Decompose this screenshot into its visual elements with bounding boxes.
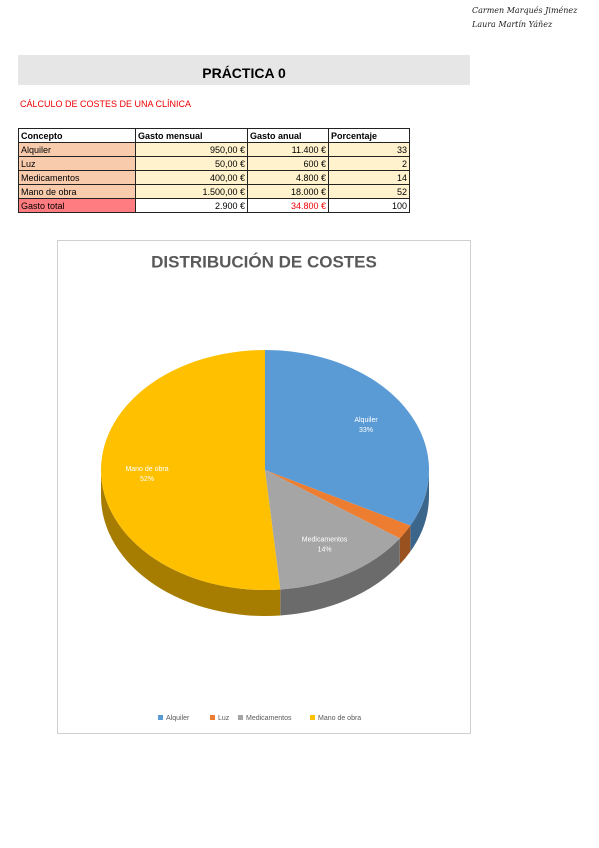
- author: Laura Martín Yáñez: [472, 20, 553, 29]
- table-row: Luz 50,00 €600 €2: [18, 156, 410, 171]
- table-cell: Gasto mensual: [135, 128, 248, 143]
- table-row: Medicamentos 400,00 €4.800 €14: [18, 170, 410, 185]
- pie-slice: [101, 350, 281, 590]
- legend-label: Mano de obra: [318, 715, 361, 722]
- table-cell: 52: [328, 184, 410, 199]
- table-cell: Mano de obra: [18, 184, 136, 199]
- subtitle: CÁLCULO DE COSTES DE UNA CLÍNICA: [20, 99, 192, 109]
- table-cell: 950,00 €: [135, 142, 248, 157]
- table-cell: 14: [328, 170, 410, 185]
- table-cell: Gasto anual: [247, 128, 329, 143]
- legend-label: Medicamentos: [246, 715, 292, 722]
- table-cell: Luz: [18, 156, 136, 171]
- cost-table: Concepto Gasto mensual Gasto anual Porcenta…: [18, 128, 410, 213]
- table-cell: 33: [328, 142, 410, 157]
- table-cell: Concepto: [18, 128, 136, 143]
- chart: DISTRIBUCIÓN DE COSTES Alquiler 33% Medica…: [57, 240, 471, 734]
- slice-side: [410, 470, 429, 552]
- table-cell: 18.000 €: [247, 184, 329, 199]
- slice-side: [399, 525, 411, 565]
- table-cell: Medicamentos: [18, 170, 136, 185]
- table-cell: 2: [328, 156, 410, 171]
- table-cell: 400,00 €: [135, 170, 248, 185]
- table-cell: 100: [328, 198, 410, 213]
- table-row: Concepto Gasto mensual Gasto anual Porcenta…: [18, 128, 410, 143]
- legend-swatch: [238, 715, 243, 720]
- legend-swatch: [310, 715, 315, 720]
- legend-swatch: [158, 715, 163, 720]
- table-cell: 2.900 €: [135, 198, 248, 213]
- table-cell: 1.500,00 €: [135, 184, 248, 199]
- table-cell: 11.400 €: [247, 142, 329, 157]
- slice-side: [101, 470, 281, 616]
- pie-slice: [265, 350, 430, 526]
- table-cell: Gasto total: [18, 198, 136, 213]
- table-cell: 600 €: [247, 156, 329, 171]
- data-label: 33%: [359, 427, 373, 434]
- title: PRÁCTICA 0: [18, 55, 470, 85]
- legend-swatch: [210, 715, 215, 720]
- data-label: 52%: [140, 476, 154, 483]
- table-cell: Alquiler: [18, 142, 136, 157]
- table-row: Gasto total 2.900 €34.800 €100: [18, 198, 410, 213]
- table-cell: Porcentaje: [328, 128, 410, 143]
- data-label: 14%: [318, 546, 332, 553]
- data-label-name: Medicamentos: [302, 536, 348, 543]
- table-cell: 4.800 €: [247, 170, 329, 185]
- author: Carmen Marqués Jiménez: [472, 6, 578, 15]
- table-row: Mano de obra 1.500,00 €18.000 €52: [18, 184, 410, 199]
- pie-slice: [265, 470, 411, 539]
- chart-title: DISTRIBUCIÓN DE COSTES: [151, 252, 377, 271]
- table-cell: 34.800 €: [247, 198, 329, 213]
- table-cell: 50,00 €: [135, 156, 248, 171]
- pie-slice: [265, 470, 400, 590]
- data-label-name: Mano de obra: [125, 466, 168, 473]
- legend-label: Alquiler: [166, 715, 190, 722]
- data-label-name: Alquiler: [354, 417, 378, 424]
- legend-label: Luz: [218, 715, 230, 722]
- table-row: Alquiler 950,00 €11.400 €33: [18, 142, 410, 157]
- slice-side: [280, 538, 400, 616]
